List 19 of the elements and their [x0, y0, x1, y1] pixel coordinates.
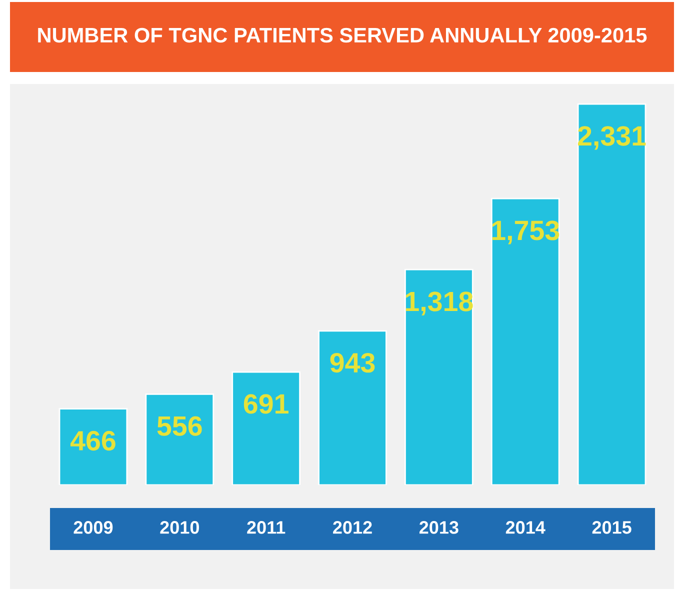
data-label: 691	[244, 394, 288, 414]
x-tick-label: 2015	[592, 521, 632, 534]
x-tick-label: 2013	[419, 521, 458, 534]
bar	[145, 393, 214, 485]
bar	[577, 103, 646, 485]
x-tick-label: 2014	[506, 521, 546, 534]
data-label: 943	[330, 352, 375, 373]
x-tick-label: 2012	[333, 521, 372, 534]
bar	[490, 198, 560, 485]
bar	[58, 408, 128, 485]
x-tick-label: 2010	[160, 521, 199, 534]
chart-title: NUMBER OF TGNC PATIENTS SERVED ANNUALLY 2009-2015	[38, 28, 647, 43]
x-tick-label: 2009	[74, 521, 113, 534]
data-label: 466	[70, 430, 116, 451]
x-tick-label: 2011	[247, 521, 286, 534]
bar	[318, 330, 387, 485]
data-label: 556	[157, 416, 202, 436]
bar	[404, 268, 474, 485]
bar	[232, 371, 300, 485]
